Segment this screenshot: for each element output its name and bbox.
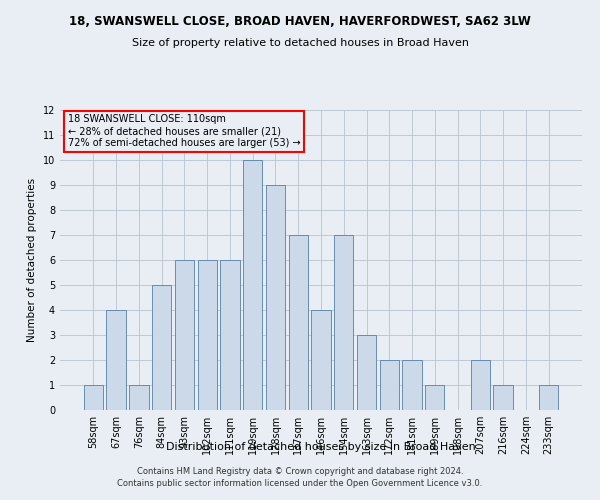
Text: 18 SWANSWELL CLOSE: 110sqm
← 28% of detached houses are smaller (21)
72% of semi: 18 SWANSWELL CLOSE: 110sqm ← 28% of deta… bbox=[68, 114, 301, 148]
Text: Distribution of detached houses by size in Broad Haven: Distribution of detached houses by size … bbox=[166, 442, 476, 452]
Bar bbox=[539, 385, 558, 410]
Bar bbox=[197, 260, 217, 410]
Bar bbox=[311, 310, 331, 410]
Text: Contains HM Land Registry data © Crown copyright and database right 2024.: Contains HM Land Registry data © Crown c… bbox=[137, 468, 463, 476]
Bar bbox=[334, 235, 353, 410]
Bar bbox=[129, 385, 149, 410]
Bar bbox=[380, 360, 399, 410]
Bar bbox=[175, 260, 194, 410]
Bar bbox=[152, 285, 172, 410]
Bar bbox=[220, 260, 239, 410]
Bar bbox=[493, 385, 513, 410]
Bar bbox=[84, 385, 103, 410]
Bar bbox=[266, 185, 285, 410]
Text: Size of property relative to detached houses in Broad Haven: Size of property relative to detached ho… bbox=[131, 38, 469, 48]
Bar bbox=[470, 360, 490, 410]
Bar bbox=[403, 360, 422, 410]
Text: Contains public sector information licensed under the Open Government Licence v3: Contains public sector information licen… bbox=[118, 479, 482, 488]
Text: 18, SWANSWELL CLOSE, BROAD HAVEN, HAVERFORDWEST, SA62 3LW: 18, SWANSWELL CLOSE, BROAD HAVEN, HAVERF… bbox=[69, 15, 531, 28]
Bar bbox=[357, 335, 376, 410]
Bar bbox=[289, 235, 308, 410]
Bar bbox=[425, 385, 445, 410]
Bar bbox=[243, 160, 262, 410]
Y-axis label: Number of detached properties: Number of detached properties bbox=[27, 178, 37, 342]
Bar bbox=[106, 310, 126, 410]
